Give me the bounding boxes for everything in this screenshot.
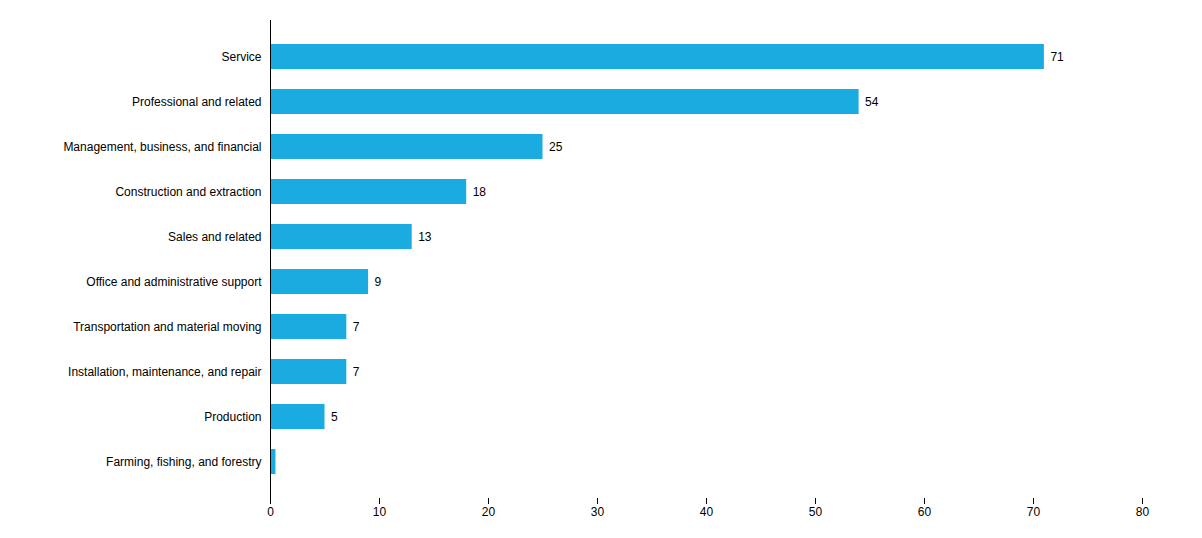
- svg-text:70: 70: [1027, 505, 1041, 519]
- svg-text:Professional and related: Professional and related: [132, 95, 261, 109]
- svg-text:Installation, maintenance, and: Installation, maintenance, and repair: [68, 365, 261, 379]
- svg-text:Production: Production: [204, 410, 261, 424]
- svg-text:7: 7: [353, 320, 360, 334]
- svg-text:Sales and related: Sales and related: [168, 230, 261, 244]
- svg-text:Construction and extraction: Construction and extraction: [115, 185, 261, 199]
- svg-text:10: 10: [373, 505, 387, 519]
- svg-text:71: 71: [1050, 50, 1064, 64]
- svg-text:80: 80: [1136, 505, 1150, 519]
- svg-text:7: 7: [353, 365, 360, 379]
- svg-text:50: 50: [809, 505, 823, 519]
- svg-text:30: 30: [591, 505, 605, 519]
- svg-text:13: 13: [418, 230, 432, 244]
- svg-text:40: 40: [700, 505, 714, 519]
- svg-text:Management, business, and fina: Management, business, and financial: [63, 140, 261, 154]
- svg-text:Transportation and material mo: Transportation and material moving: [73, 320, 261, 334]
- svg-text:9: 9: [375, 275, 382, 289]
- svg-text:20: 20: [482, 505, 496, 519]
- svg-text:Farming, fishing, and forestry: Farming, fishing, and forestry: [106, 455, 261, 469]
- svg-text:0: 0: [267, 505, 274, 519]
- svg-text:Service: Service: [221, 50, 261, 64]
- svg-text:5: 5: [331, 410, 338, 424]
- svg-text:60: 60: [918, 505, 932, 519]
- svg-text:Office and administrative supp: Office and administrative support: [86, 275, 262, 289]
- svg-text:54: 54: [865, 95, 879, 109]
- svg-text:18: 18: [473, 185, 487, 199]
- svg-text:25: 25: [549, 140, 563, 154]
